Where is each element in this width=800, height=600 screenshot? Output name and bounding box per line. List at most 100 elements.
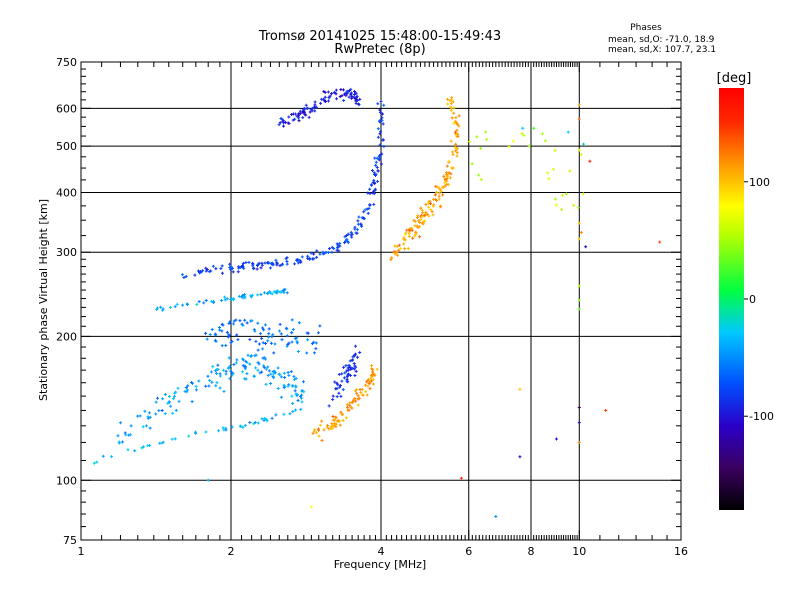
data-point xyxy=(194,385,198,389)
data-point xyxy=(375,166,379,170)
data-point xyxy=(160,397,164,401)
data-point xyxy=(365,393,369,397)
data-point xyxy=(518,455,522,459)
data-point xyxy=(443,181,447,185)
data-point xyxy=(214,384,218,388)
data-point xyxy=(95,460,99,464)
data-point xyxy=(331,398,335,402)
data-point xyxy=(204,298,208,302)
data-point xyxy=(174,390,178,394)
data-point xyxy=(244,260,248,264)
data-point xyxy=(315,255,319,259)
data-point xyxy=(249,354,253,358)
data-point xyxy=(271,333,275,337)
data-point xyxy=(437,186,441,190)
data-point xyxy=(335,395,339,399)
data-point xyxy=(271,262,275,266)
data-point xyxy=(445,174,449,178)
data-point xyxy=(372,202,376,206)
data-point xyxy=(256,293,260,297)
data-point xyxy=(322,97,326,101)
data-point xyxy=(337,249,341,253)
data-point xyxy=(352,399,356,403)
data-point xyxy=(266,335,270,339)
data-point xyxy=(431,213,435,217)
data-point xyxy=(379,162,383,166)
data-point xyxy=(330,250,334,254)
data-point xyxy=(224,344,228,348)
data-point xyxy=(294,377,298,381)
data-point xyxy=(220,271,224,275)
phase-stats-o-mode: mean, sd,O: -71.0, 18.9 xyxy=(608,35,715,45)
data-point xyxy=(326,99,330,103)
data-point xyxy=(228,377,232,381)
data-point xyxy=(445,171,449,175)
data-point xyxy=(242,293,246,297)
data-point xyxy=(312,257,316,261)
data-point xyxy=(228,364,232,368)
data-point xyxy=(260,370,264,374)
data-point xyxy=(353,396,357,400)
data-point xyxy=(347,95,351,99)
data-point xyxy=(92,461,96,465)
x-tick-label: 10 xyxy=(572,545,586,558)
data-point xyxy=(227,322,231,326)
data-point xyxy=(124,433,128,437)
data-point xyxy=(349,406,353,410)
data-point xyxy=(252,267,256,271)
data-point xyxy=(390,256,394,260)
data-point xyxy=(255,267,259,271)
data-point xyxy=(577,440,581,444)
data-point xyxy=(356,394,360,398)
data-point xyxy=(347,372,351,376)
data-point xyxy=(452,106,456,110)
data-point xyxy=(451,152,455,156)
data-point xyxy=(366,384,370,388)
data-point xyxy=(219,266,223,270)
data-point xyxy=(290,331,294,335)
data-point xyxy=(155,306,159,310)
data-point xyxy=(444,179,448,183)
data-point xyxy=(284,257,288,261)
data-point xyxy=(168,395,172,399)
x-tick-labels: 1 2 4 6 8 10 16 xyxy=(78,545,689,558)
data-point xyxy=(604,408,608,412)
data-point xyxy=(283,120,287,124)
data-point xyxy=(293,112,297,116)
data-point xyxy=(248,362,252,366)
data-point xyxy=(343,235,347,239)
data-point xyxy=(417,219,421,223)
data-point xyxy=(269,291,273,295)
data-point xyxy=(396,253,400,257)
data-point xyxy=(285,291,289,295)
data-point xyxy=(264,341,268,345)
data-point xyxy=(360,216,364,220)
data-point xyxy=(468,140,472,144)
data-point xyxy=(244,359,248,363)
colorbar-tick-label: 100 xyxy=(749,176,770,189)
data-point xyxy=(449,172,453,176)
data-point xyxy=(374,160,378,164)
data-point xyxy=(371,382,375,386)
data-point xyxy=(296,114,300,118)
data-point xyxy=(421,221,425,225)
data-point xyxy=(265,419,269,423)
data-point xyxy=(296,261,300,265)
data-point xyxy=(331,414,335,418)
data-point xyxy=(340,94,344,98)
data-point xyxy=(349,233,353,237)
data-point xyxy=(360,387,364,391)
data-point xyxy=(169,404,173,408)
data-point xyxy=(211,264,215,268)
data-point xyxy=(261,356,265,360)
data-point xyxy=(393,250,397,254)
data-point xyxy=(313,100,317,104)
data-point xyxy=(277,123,281,127)
data-point xyxy=(419,206,423,210)
data-point xyxy=(370,370,374,374)
data-point xyxy=(371,191,375,195)
data-point xyxy=(430,210,434,214)
data-point xyxy=(332,247,336,251)
data-point xyxy=(294,408,298,412)
data-point xyxy=(305,351,309,355)
